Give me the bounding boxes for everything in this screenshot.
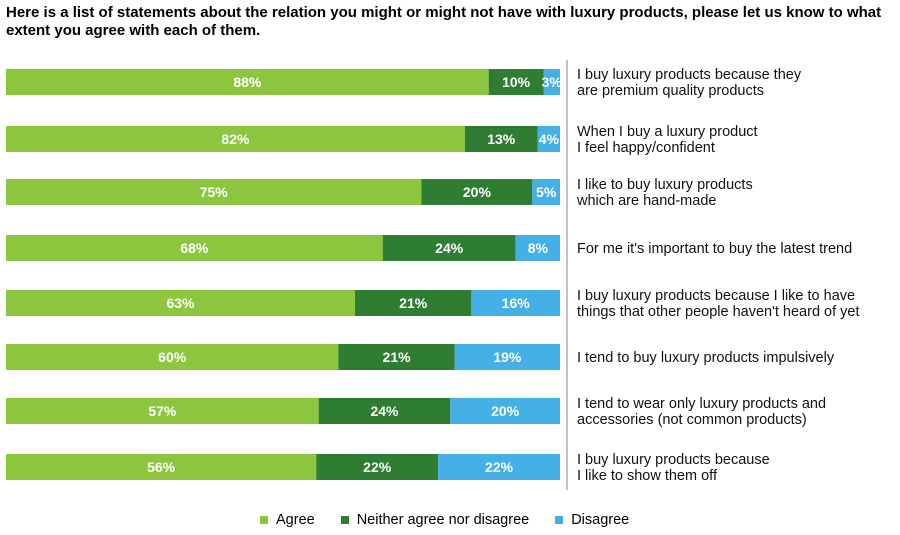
legend-item-neither: Neither agree nor disagree <box>340 512 530 528</box>
legend-label-neither: Neither agree nor disagree <box>356 512 530 528</box>
bar-value-label-agree-5: 60% <box>158 349 187 365</box>
bar-value-label-neither-3: 24% <box>435 240 464 256</box>
bar-agree-4 <box>6 290 356 316</box>
bar-value-label-agree-1: 82% <box>221 131 250 147</box>
bar-agree-0 <box>6 69 489 95</box>
bar-value-label-agree-0: 88% <box>233 74 262 90</box>
bar-value-label-agree-6: 57% <box>148 403 177 419</box>
bar-disagree-0 <box>543 69 560 95</box>
bar-neither-0 <box>488 69 544 95</box>
bar-disagree-7 <box>438 454 560 480</box>
bar-agree-1 <box>6 126 465 152</box>
bar-value-label-neither-1: 13% <box>487 131 516 147</box>
legend-item-disagree: Disagree <box>555 512 629 528</box>
bar-value-label-agree-3: 68% <box>180 240 209 256</box>
bar-disagree-5 <box>454 344 560 370</box>
bar-value-label-disagree-3: 8% <box>528 240 549 256</box>
category-label-2-line-0: I like to buy luxury products <box>577 177 753 193</box>
category-label-7-line-0: I buy luxury products because <box>577 452 770 468</box>
category-label-4-line-1: things that other people haven't heard o… <box>577 304 860 320</box>
legend-label-disagree: Disagree <box>571 512 630 528</box>
legend-swatch-neither <box>340 516 349 524</box>
bar-agree-5 <box>6 344 339 370</box>
bar-disagree-6 <box>450 398 560 424</box>
bar-agree-3 <box>6 235 383 261</box>
bar-value-label-disagree-6: 20% <box>491 403 520 419</box>
bar-value-label-neither-4: 21% <box>399 295 428 311</box>
category-label-1-line-1: I feel happy/confident <box>577 140 715 156</box>
bar-value-label-neither-2: 20% <box>463 184 492 200</box>
category-label-2-line-1: which are hand-made <box>576 193 716 209</box>
bar-value-label-disagree-7: 22% <box>485 459 514 475</box>
category-label-0-line-0: I buy luxury products because they <box>577 67 802 83</box>
bar-value-label-disagree-4: 16% <box>502 295 531 311</box>
category-label-6-line-1: accessories (not common products) <box>577 412 807 428</box>
bar-agree-7 <box>6 454 317 480</box>
legend-label-agree: Agree <box>276 512 315 528</box>
bar-value-label-neither-7: 22% <box>363 459 392 475</box>
bar-disagree-3 <box>515 235 560 261</box>
legend-swatch-disagree <box>555 516 564 524</box>
category-label-7-line-1: I like to show them off <box>577 468 718 484</box>
category-label-4-line-0: I buy luxury products because I like to … <box>577 288 855 304</box>
legend: Agree Neither agree nor disagree Disagre… <box>260 512 629 528</box>
bar-agree-6 <box>6 398 319 424</box>
chart-title: Here is a list of statements about the r… <box>6 4 882 39</box>
bar-value-label-agree-2: 75% <box>200 184 229 200</box>
bar-value-label-disagree-2: 5% <box>536 184 557 200</box>
bar-disagree-4 <box>471 290 560 316</box>
bar-agree-2 <box>6 179 422 205</box>
category-label-3-line-0: For me it's important to buy the latest … <box>577 241 852 257</box>
category-label-0-line-1: are premium quality products <box>577 83 764 99</box>
bar-neither-6 <box>318 398 451 424</box>
bar-neither-3 <box>382 235 516 261</box>
bar-neither-1 <box>464 126 538 152</box>
bar-value-label-disagree-0: 3% <box>542 74 563 90</box>
category-label-6-line-0: I tend to wear only luxury products and <box>577 396 826 412</box>
bar-value-label-disagree-5: 19% <box>493 349 522 365</box>
bar-value-label-neither-5: 21% <box>383 349 412 365</box>
bars-group: 88% 10% 3% 82% 13% 4% 75% 20% 5% 68% 24% 8% 63% 21% 16… <box>6 69 562 480</box>
bar-neither-7 <box>316 454 439 480</box>
bar-neither-5 <box>338 344 455 370</box>
bar-neither-2 <box>421 179 533 205</box>
bar-value-label-disagree-1: 4% <box>539 131 560 147</box>
bar-disagree-1 <box>537 126 560 152</box>
category-label-1-line-0: When I buy a luxury product <box>577 124 758 140</box>
bar-value-label-neither-0: 10% <box>502 74 531 90</box>
bar-value-label-agree-4: 63% <box>166 295 195 311</box>
legend-item-agree: Agree <box>260 512 315 528</box>
bar-value-label-neither-6: 24% <box>370 403 399 419</box>
legend-swatch-agree <box>260 516 268 524</box>
category-label-5-line-0: I tend to buy luxury products impulsivel… <box>577 350 835 366</box>
bar-disagree-2 <box>532 179 560 205</box>
bar-value-label-agree-7: 56% <box>147 459 176 475</box>
bar-neither-4 <box>355 290 472 316</box>
